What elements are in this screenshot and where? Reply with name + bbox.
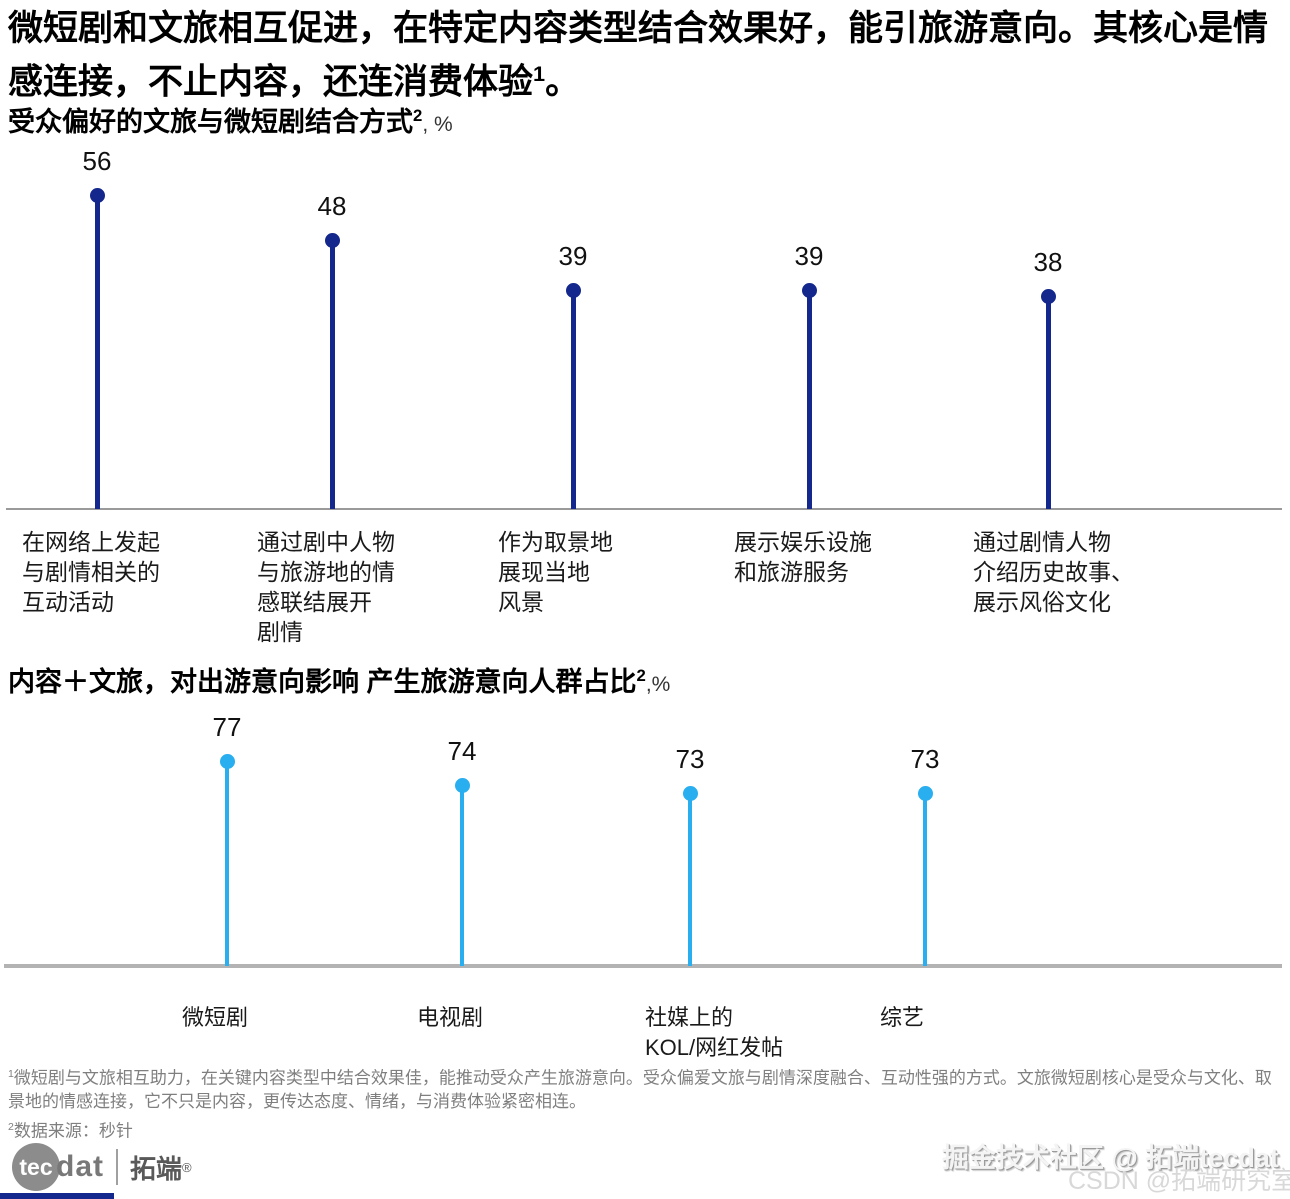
footnote-1: 1微短剧与文旅相互助力，在关键内容类型中结合效果佳，能推动受众产生旅游意向。受众… bbox=[8, 1063, 1286, 1113]
chart2-axis-line bbox=[4, 964, 1282, 968]
tecdat-logo: tec dat 拓端 ® bbox=[12, 1142, 192, 1192]
footnote-2-text: 数据来源：秒针 bbox=[13, 1121, 133, 1141]
value-label: 39 bbox=[794, 241, 824, 272]
footnote-1-marker: 1 bbox=[8, 1068, 14, 1080]
chart1-axis-line bbox=[6, 508, 1282, 510]
category-label: 微短剧 bbox=[182, 1005, 249, 1030]
page-title-text: 微短剧和文旅相互促进，在特定内容类型结合效果好，能引旅游意向。其核心是情感连接，… bbox=[8, 9, 1269, 102]
footnote-2-marker: 2 bbox=[8, 1121, 14, 1133]
logo-dat-text: dat bbox=[56, 1150, 104, 1183]
chart1-title: 受众偏好的文旅与微短剧结合方式2, % bbox=[8, 100, 453, 139]
page-title-tail: 。 bbox=[545, 62, 581, 102]
watermark-csdn: CSDN @拓端研究室 bbox=[1068, 1167, 1290, 1195]
lollipop-dot bbox=[682, 785, 698, 801]
lollipop-stem bbox=[806, 290, 812, 509]
lollipop-stem bbox=[570, 290, 576, 509]
category-label: 综艺 bbox=[880, 1005, 925, 1030]
lollipop-dot bbox=[801, 283, 817, 299]
logo-chinese-text: 拓端 bbox=[130, 1153, 183, 1184]
logo-tec-text: tec bbox=[19, 1153, 53, 1180]
lollipop-dot bbox=[219, 753, 235, 769]
category-label: 社媒上的 KOL/网红发帖 bbox=[645, 1005, 784, 1060]
footnote-1-text: 微短剧与文旅相互助力，在关键内容类型中结合效果佳，能推动受众产生旅游意向。受众偏… bbox=[8, 1068, 1272, 1111]
value-label: 48 bbox=[317, 191, 347, 222]
category-label: 在网络上发起 与剧情相关的 互动活动 bbox=[22, 529, 160, 615]
lollipop-stem bbox=[923, 793, 927, 966]
chart1-title-text: 受众偏好的文旅与微短剧结合方式 bbox=[8, 107, 413, 137]
category-label: 通过剧情人物 介绍历史故事、 展示风俗文化 bbox=[973, 529, 1134, 615]
chart2-title: 内容＋文旅，对出游意向影响 产生旅游意向人群占比2,% bbox=[8, 660, 670, 699]
footnote-2-source: 2数据来源：秒针 bbox=[8, 1116, 1286, 1143]
tecdat-logo-circle-icon: tec bbox=[12, 1143, 60, 1191]
lollipop-stem bbox=[688, 793, 692, 966]
lollipop-stem bbox=[94, 195, 100, 509]
category-label: 作为取景地 展现当地 风景 bbox=[498, 529, 613, 615]
chart2-title-text: 内容＋文旅，对出游意向影响 产生旅游意向人群占比 bbox=[8, 667, 637, 697]
chart1-title-superscript: 2 bbox=[413, 106, 423, 125]
value-label: 74 bbox=[447, 735, 477, 766]
lollipop-dot bbox=[89, 188, 105, 204]
logo-registered-mark: ® bbox=[182, 1159, 192, 1175]
chart2-title-superscript: 2 bbox=[636, 666, 646, 685]
watermark-juejin: 掘金技术社区 @ 拓端tecdat bbox=[942, 1143, 1279, 1173]
lollipop-dot bbox=[917, 785, 933, 801]
lollipop-dot bbox=[1040, 289, 1056, 305]
category-label: 展示娱乐设施 和旅游服务 bbox=[734, 529, 872, 585]
lollipop-dot bbox=[565, 283, 581, 299]
value-label: 73 bbox=[675, 743, 705, 774]
bottom-accent-bar bbox=[0, 1193, 114, 1199]
lollipop-stem bbox=[1045, 296, 1051, 509]
value-label: 77 bbox=[212, 711, 242, 742]
value-label: 73 bbox=[910, 743, 940, 774]
value-label: 56 bbox=[82, 146, 112, 177]
category-label: 通过剧中人物 与旅游地的情 感联结展开 剧情 bbox=[257, 529, 395, 645]
lollipop-stem bbox=[460, 785, 464, 966]
lollipop-stem bbox=[329, 240, 335, 509]
page-title-superscript: 1 bbox=[533, 61, 546, 86]
chart2-title-unit: ,% bbox=[645, 673, 671, 696]
category-label: 电视剧 bbox=[417, 1005, 484, 1030]
lollipop-dot bbox=[324, 233, 340, 249]
value-label: 39 bbox=[558, 241, 588, 272]
chart1-title-unit: , % bbox=[422, 113, 453, 136]
value-label: 38 bbox=[1033, 247, 1063, 278]
page-title: 微短剧和文旅相互促进，在特定内容类型结合效果好，能引旅游意向。其核心是情感连接，… bbox=[8, 6, 1284, 105]
lollipop-stem bbox=[225, 761, 229, 966]
lollipop-dot bbox=[454, 777, 470, 793]
logo-divider bbox=[116, 1149, 118, 1185]
